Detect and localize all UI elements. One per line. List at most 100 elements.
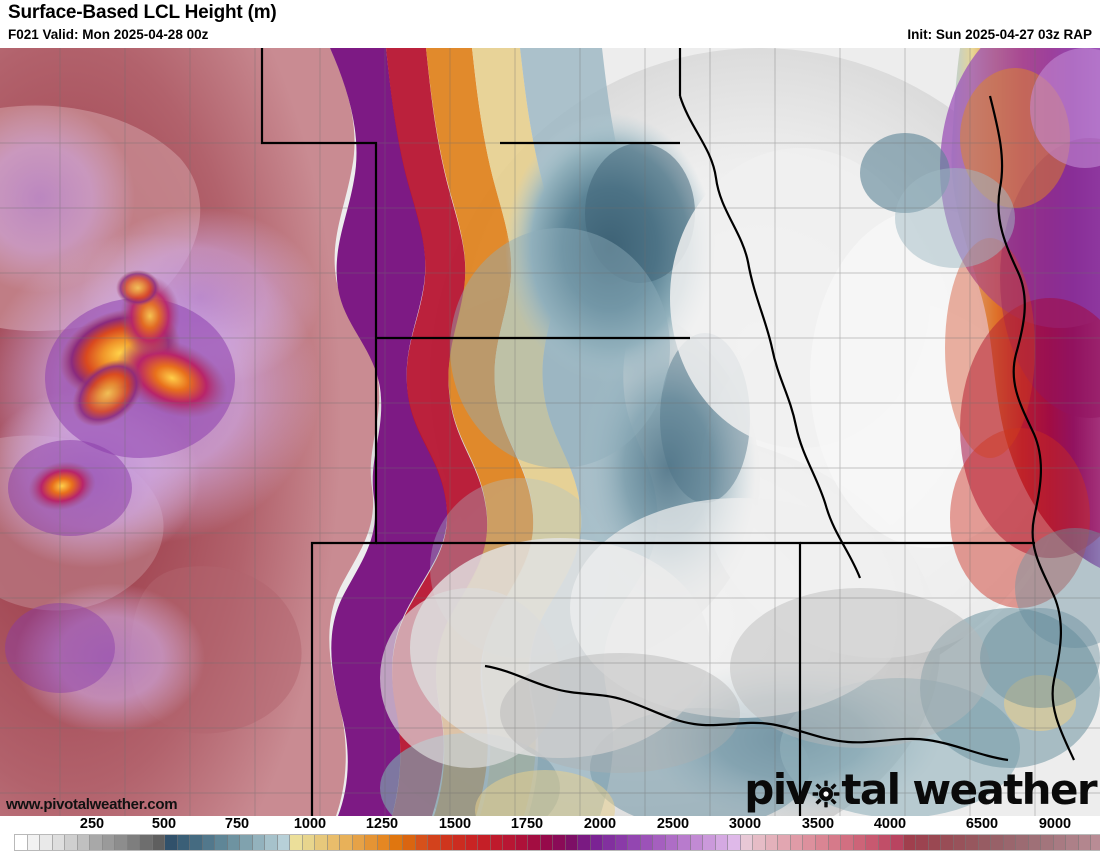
colorbar[interactable]: 250 500 750 1000 1250 1500 1750 2000 2500 3000 350… <box>0 816 1100 851</box>
colorbar-tick-2500: 2500 <box>656 816 690 832</box>
colorbar-swatch <box>841 835 854 850</box>
colorbar-swatch <box>515 835 529 850</box>
colorbar-tick-1750: 1750 <box>510 816 544 832</box>
map-contour-canvas <box>0 48 1100 816</box>
colorbar-swatch <box>715 835 729 850</box>
forecast-map[interactable]: www.pivotalweather.com piv <box>0 48 1100 816</box>
colorbar-tick-3500: 3500 <box>801 816 835 832</box>
colorbar-swatch <box>540 835 554 850</box>
colorbar-swatch <box>728 835 741 850</box>
colorbar-swatch <box>653 835 666 850</box>
colorbar-swatch <box>803 835 816 850</box>
colorbar-swatch <box>127 835 141 850</box>
colorbar-swatch <box>440 835 454 850</box>
colorbar-swatch <box>190 835 203 850</box>
colorbar-swatch <box>240 835 253 850</box>
colorbar-swatch <box>177 835 191 850</box>
colorbar-swatch <box>202 835 216 850</box>
colorbar-swatches <box>14 834 1100 851</box>
colorbar-tick-750: 750 <box>224 816 250 832</box>
colorbar-swatch <box>377 835 391 850</box>
colorbar-swatch <box>916 835 929 850</box>
colorbar-swatch <box>1041 835 1054 850</box>
colorbar-swatch <box>27 835 41 850</box>
colorbar-tick-250: 250 <box>79 816 105 832</box>
colorbar-swatch <box>778 835 791 850</box>
colorbar-swatch <box>465 835 479 850</box>
gear-sun-icon <box>811 769 841 811</box>
colorbar-swatch <box>928 835 942 850</box>
colorbar-swatch <box>15 835 28 850</box>
colorbar-tick-1250: 1250 <box>365 816 399 832</box>
colorbar-swatch <box>340 835 353 850</box>
colorbar-swatch <box>140 835 153 850</box>
colorbar-swatch <box>553 835 566 850</box>
colorbar-swatch <box>765 835 779 850</box>
colorbar-swatch <box>903 835 917 850</box>
colorbar-swatch <box>90 835 103 850</box>
colorbar-swatch <box>753 835 766 850</box>
colorbar-swatch <box>828 835 842 850</box>
colorbar-swatch <box>478 835 491 850</box>
colorbar-swatch <box>640 835 654 850</box>
valid-time-label: F021 Valid: Mon 2025-04-28 00z <box>8 27 209 42</box>
colorbar-swatch <box>991 835 1004 850</box>
colorbar-swatch <box>978 835 992 850</box>
colorbar-swatch <box>1003 835 1017 850</box>
colorbar-swatch <box>615 835 629 850</box>
colorbar-swatch <box>1016 835 1029 850</box>
colorbar-swatch <box>578 835 591 850</box>
colorbar-swatch <box>315 835 328 850</box>
colorbar-swatch <box>365 835 378 850</box>
colorbar-swatch <box>816 835 829 850</box>
colorbar-swatch <box>703 835 716 850</box>
colorbar-swatch <box>603 835 616 850</box>
colorbar-swatch <box>665 835 679 850</box>
colorbar-tick-6500: 6500 <box>965 816 999 832</box>
colorbar-swatch <box>953 835 967 850</box>
colorbar-tick-4000: 4000 <box>873 816 907 832</box>
colorbar-swatch <box>628 835 641 850</box>
colorbar-swatch <box>252 835 266 850</box>
colorbar-swatch <box>528 835 541 850</box>
colorbar-swatch <box>302 835 316 850</box>
colorbar-swatch <box>1028 835 1042 850</box>
colorbar-tick-3000: 3000 <box>728 816 762 832</box>
colorbar-swatch <box>390 835 403 850</box>
colorbar-tick-500: 500 <box>151 816 177 832</box>
colorbar-tick-1000: 1000 <box>293 816 327 832</box>
colorbar-swatch <box>678 835 691 850</box>
colorbar-swatch <box>565 835 579 850</box>
colorbar-swatch <box>790 835 804 850</box>
colorbar-tick-9000: 9000 <box>1038 816 1072 832</box>
colorbar-swatch <box>77 835 91 850</box>
page-title: Surface-Based LCL Height (m) <box>8 2 277 23</box>
pivotal-weather-logo: piv <box>744 764 1097 816</box>
colorbar-tick-labels: 250 500 750 1000 1250 1500 1750 2000 2500 3000 350… <box>0 816 1100 833</box>
colorbar-swatch <box>1066 835 1079 850</box>
colorbar-swatch <box>65 835 78 850</box>
init-time-label: Init: Sun 2025-04-27 03z RAP <box>907 27 1092 42</box>
colorbar-swatch <box>227 835 241 850</box>
colorbar-swatch <box>402 835 416 850</box>
colorbar-swatch <box>102 835 116 850</box>
colorbar-swatch <box>503 835 516 850</box>
colorbar-swatch <box>352 835 366 850</box>
colorbar-swatch <box>115 835 128 850</box>
colorbar-swatch <box>891 835 904 850</box>
colorbar-swatch <box>1053 835 1067 850</box>
colorbar-swatch <box>152 835 166 850</box>
colorbar-tick-2000: 2000 <box>583 816 617 832</box>
site-url-watermark: www.pivotalweather.com <box>6 796 178 813</box>
colorbar-swatch <box>740 835 754 850</box>
colorbar-swatch <box>277 835 291 850</box>
colorbar-swatch <box>40 835 53 850</box>
colorbar-swatch <box>265 835 278 850</box>
colorbar-swatch <box>966 835 979 850</box>
colorbar-swatch <box>215 835 228 850</box>
colorbar-swatch <box>878 835 892 850</box>
colorbar-swatch <box>453 835 466 850</box>
colorbar-swatch <box>590 835 604 850</box>
logo-text-part2: tal weather <box>841 765 1097 814</box>
